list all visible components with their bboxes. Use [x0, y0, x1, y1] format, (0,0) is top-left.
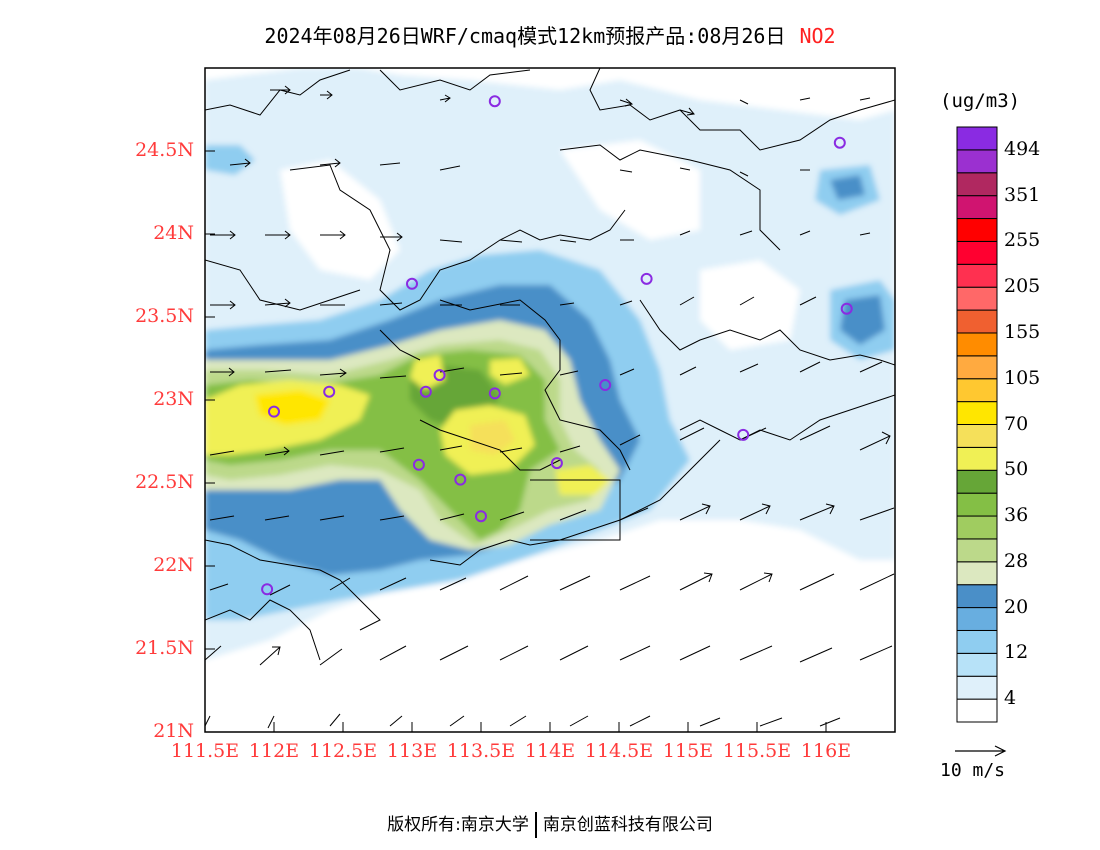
- colorbar-tick-label: 155: [1004, 320, 1041, 343]
- lon-tick-label: 112.5E: [308, 740, 378, 762]
- station-marker: [433, 369, 446, 382]
- station-marker: [412, 458, 425, 471]
- colorbar-segment: [956, 629, 998, 654]
- lat-tick-label: 23.5N: [135, 305, 194, 327]
- pollutant-label: NO2: [799, 24, 836, 48]
- station-marker: [840, 302, 853, 315]
- colorbar-segment: [956, 424, 998, 448]
- colorbar-tick-label: 205: [1004, 275, 1041, 298]
- station-marker: [454, 473, 467, 486]
- axis-ticks: [204, 150, 827, 733]
- colorbar-tick-label: 105: [1004, 366, 1041, 389]
- colorbar-tick-label: 36: [1004, 504, 1029, 527]
- station-marker: [406, 277, 418, 290]
- station-marker: [599, 379, 612, 392]
- colorbar-segment: [956, 538, 998, 563]
- station-marker: [550, 457, 563, 470]
- colorbar-segment: [956, 652, 998, 677]
- station-marker: [833, 136, 846, 149]
- title-text: 2024年08月26日WRF/cmaq模式12km预报产品:08月26日: [264, 24, 786, 48]
- lon-tick-label: 115.5E: [722, 740, 792, 762]
- colorbar-segment: [956, 675, 998, 700]
- copyright-left: 版权所有:南京大学: [387, 815, 529, 835]
- colorbar-tick-label: 351: [1004, 183, 1041, 206]
- station-marker: [640, 272, 653, 285]
- copyright-footer: 版权所有:南京大学 南京创蓝科技有限公司: [0, 810, 1100, 838]
- lat-tick-label: 23N: [153, 388, 194, 410]
- colorbar-segment: [956, 515, 998, 540]
- station-marker: [261, 583, 274, 596]
- lon-tick-label: 111.5E: [170, 740, 240, 762]
- footer-separator: [534, 812, 537, 838]
- colorbar-segment: [956, 698, 998, 723]
- colorbar-segment: [956, 378, 998, 403]
- lon-tick-label: 115E: [662, 740, 714, 762]
- colorbar-segment: [956, 263, 998, 288]
- colorbar-segment: [956, 584, 998, 609]
- colorbar-tick-label: 494: [1004, 137, 1041, 160]
- colorbar-segment: [956, 126, 998, 151]
- chart-title: 2024年08月26日WRF/cmaq模式12km预报产品:08月26日 NO2: [0, 20, 1100, 49]
- station-marker: [488, 95, 501, 108]
- colorbar-unit: (ug/m3): [940, 90, 1021, 112]
- concentration-field: [205, 68, 895, 732]
- station-marker: [323, 385, 336, 398]
- colorbar-segment: [956, 286, 998, 311]
- wind-vectors: [205, 85, 895, 729]
- lon-tick-label: 114.5E: [584, 740, 654, 762]
- colorbar-segment: [956, 446, 998, 471]
- lon-tick-label: 113.5E: [446, 740, 516, 762]
- colorbar-segment: [956, 469, 998, 494]
- colorbar-tick-label: 4: [1004, 687, 1017, 710]
- colorbar-segment: [956, 492, 998, 517]
- station-marker: [737, 428, 750, 441]
- colorbar-tick-label: 12: [1004, 641, 1029, 664]
- colorbar-tick-label: 255: [1004, 229, 1041, 252]
- lon-tick-label: 116E: [800, 740, 852, 762]
- lat-tick-label: 21N: [153, 720, 194, 742]
- colorbar-segment: [956, 607, 998, 631]
- reference-vector-label: 10 m/s: [940, 760, 1006, 781]
- boundaries: [205, 68, 895, 661]
- colorbar: [956, 126, 998, 723]
- colorbar-tick-label: 20: [1004, 595, 1029, 618]
- lat-tick-label: 21.5N: [135, 637, 194, 659]
- colorbar-segment: [956, 172, 998, 197]
- station-marker: [419, 385, 432, 398]
- copyright-right: 南京创蓝科技有限公司: [542, 815, 713, 835]
- station-marker: [268, 405, 280, 418]
- lon-tick-label: 114E: [524, 740, 576, 762]
- lat-tick-label: 22N: [153, 554, 194, 576]
- colorbar-segment: [956, 561, 998, 586]
- colorbar-segment: [956, 355, 998, 380]
- lon-tick-label: 112E: [248, 740, 300, 762]
- monitoring-stations: [261, 95, 853, 596]
- lat-tick-label: 24N: [153, 222, 194, 244]
- reference-vector: [955, 745, 1007, 757]
- colorbar-tick-label: 28: [1004, 549, 1029, 572]
- colorbar-tick-label: 50: [1004, 458, 1029, 481]
- colorbar-segment: [956, 240, 998, 265]
- station-marker: [488, 387, 501, 400]
- colorbar-segment: [956, 309, 998, 334]
- station-marker: [475, 510, 487, 523]
- colorbar-segment: [956, 218, 998, 242]
- colorbar-segment: [956, 195, 998, 220]
- lat-tick-label: 24.5N: [135, 139, 194, 161]
- colorbar-segment: [956, 149, 998, 174]
- lat-tick-label: 22.5N: [135, 471, 194, 493]
- colorbar-segment: [956, 401, 998, 426]
- lon-tick-label: 113E: [386, 740, 438, 762]
- colorbar-tick-label: 70: [1004, 412, 1029, 435]
- colorbar-segment: [956, 332, 998, 357]
